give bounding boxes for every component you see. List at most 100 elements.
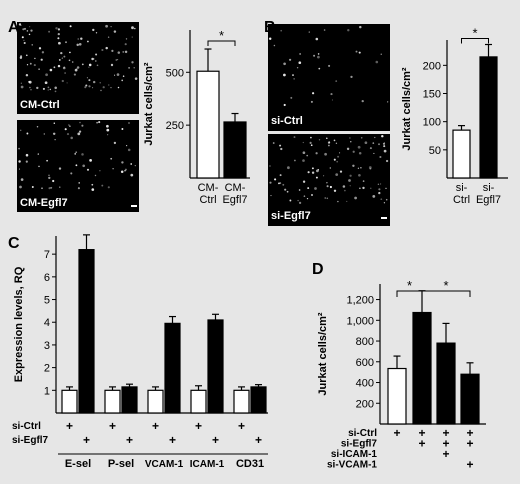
cell-speck — [121, 161, 124, 164]
cell-speck — [88, 63, 92, 67]
cell-speck — [110, 63, 114, 67]
cell-speck — [124, 43, 127, 46]
cell-speck — [302, 180, 306, 183]
cell-speck — [58, 167, 62, 170]
chart-a-x-tick-label: CM- — [225, 182, 246, 194]
cell-speck — [369, 167, 372, 170]
cell-speck — [292, 74, 294, 77]
cell-speck — [379, 155, 382, 159]
chart-c-y-tick-label: 7 — [44, 249, 50, 261]
cell-speck — [342, 185, 346, 188]
cell-speck — [25, 54, 28, 57]
chart-d-condition-mark: + — [418, 426, 425, 440]
cell-speck — [308, 31, 310, 33]
chart-c-bar — [61, 389, 78, 414]
cell-speck — [113, 30, 117, 33]
cell-speck — [19, 129, 22, 132]
cell-speck — [95, 53, 98, 56]
cell-speck — [44, 81, 48, 85]
cell-speck — [75, 151, 78, 154]
cell-speck — [307, 187, 310, 190]
cell-speck — [99, 170, 101, 172]
cell-speck — [293, 136, 296, 139]
cell-speck — [372, 195, 376, 198]
cell-speck — [358, 51, 361, 54]
cell-speck — [362, 180, 365, 182]
cell-speck — [68, 124, 70, 126]
cell-speck — [101, 184, 104, 187]
chart-c-condition-mark: + — [66, 419, 73, 433]
cell-speck — [131, 36, 133, 38]
cell-speck — [92, 57, 95, 60]
cell-speck — [298, 61, 302, 65]
cell-speck — [121, 79, 124, 82]
cell-speck — [28, 80, 31, 83]
cell-speck — [317, 168, 320, 171]
cell-speck — [349, 185, 351, 187]
cell-speck — [78, 42, 82, 46]
cell-speck — [299, 53, 301, 55]
cell-speck — [88, 85, 91, 88]
cell-speck — [28, 33, 31, 36]
cell-speck — [134, 27, 136, 30]
cell-speck — [339, 170, 343, 173]
cell-speck — [100, 89, 102, 92]
chart-b-bar — [452, 129, 471, 179]
cell-speck — [328, 144, 330, 147]
cell-speck — [41, 51, 45, 54]
cell-speck — [385, 159, 389, 163]
cell-speck — [302, 141, 304, 144]
cell-speck — [124, 170, 126, 172]
cell-speck — [23, 39, 25, 42]
chart-b-significance-bracket — [461, 38, 489, 44]
cell-speck — [381, 134, 384, 138]
cell-speck — [359, 187, 361, 189]
cell-speck — [20, 85, 24, 89]
cell-speck — [328, 64, 331, 67]
cell-speck — [74, 153, 77, 155]
cell-speck — [74, 68, 78, 72]
cell-speck — [76, 43, 79, 47]
cell-speck — [107, 186, 110, 189]
cell-speck — [73, 73, 76, 76]
cell-speck — [98, 121, 101, 124]
cell-speck — [361, 99, 364, 103]
cell-speck — [311, 167, 314, 170]
cell-speck — [383, 149, 387, 153]
cell-speck — [298, 201, 302, 205]
cell-speck — [54, 90, 57, 93]
cell-speck — [279, 174, 282, 177]
chart-a-y-tick-label: 500 — [166, 67, 184, 79]
cell-speck — [270, 195, 272, 197]
cell-speck — [310, 144, 313, 147]
chart-d: 200 400 600 800 1,000 1,200 Jurkat cells/cm² * *… — [317, 278, 486, 472]
cell-speck — [114, 74, 116, 76]
cell-speck — [133, 67, 135, 69]
cell-speck — [94, 174, 97, 177]
chart-c-condition-label: si-Ctrl — [12, 421, 41, 432]
cell-speck — [357, 145, 361, 149]
cell-speck — [326, 137, 328, 139]
cell-speck — [92, 28, 95, 32]
chart-c-condition-mark: + — [152, 419, 159, 433]
chart-c-bar — [78, 249, 95, 414]
cell-speck — [101, 48, 104, 52]
cell-speck — [302, 151, 306, 155]
cell-speck — [53, 66, 56, 69]
cell-speck — [69, 125, 71, 127]
cell-speck — [54, 139, 56, 141]
chart-d-y-axis-label: Jurkat cells/cm² — [317, 312, 329, 395]
cell-speck — [273, 44, 276, 47]
chart-c-condition-mark: + — [169, 433, 176, 447]
cell-speck — [64, 72, 66, 74]
cell-speck — [385, 187, 387, 189]
chart-b-bar — [479, 56, 498, 179]
cell-speck — [324, 197, 326, 199]
cell-speck — [315, 176, 318, 179]
chart-d-condition-mark: + — [393, 426, 400, 440]
chart-d-y-tick-label: 800 — [356, 336, 374, 348]
cell-speck — [95, 32, 98, 34]
cell-speck — [48, 30, 51, 33]
cell-speck — [68, 59, 71, 62]
cell-speck — [78, 130, 82, 133]
